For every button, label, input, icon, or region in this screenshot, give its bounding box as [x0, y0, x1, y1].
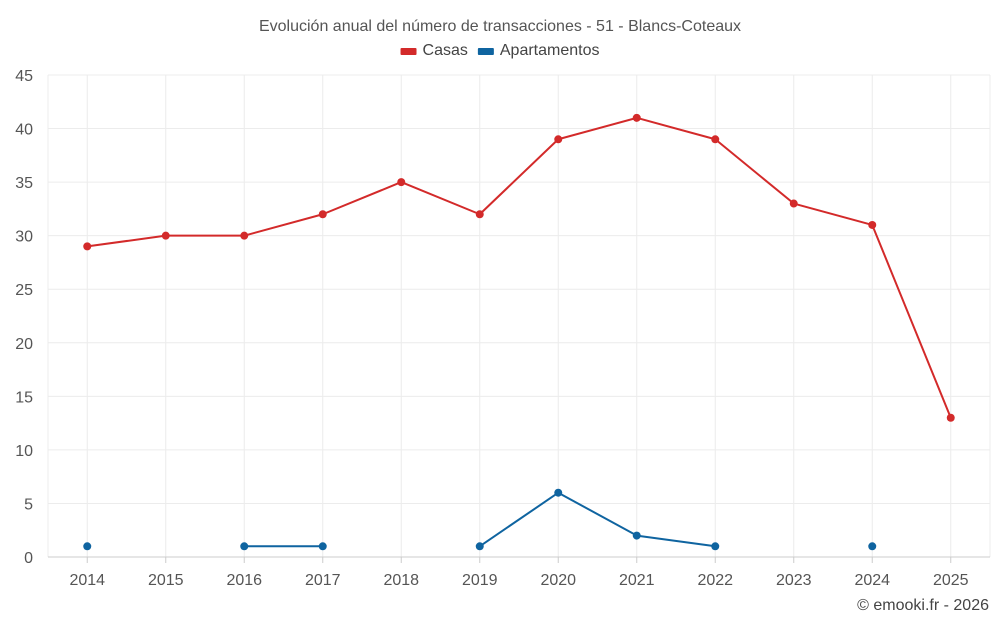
data-point[interactable]	[397, 178, 406, 187]
x-tick-label: 2014	[69, 572, 105, 589]
legend: Casas Apartamentos	[400, 42, 600, 59]
x-tick-label: 2016	[226, 572, 262, 589]
data-point[interactable]	[83, 242, 92, 251]
y-tick-label: 20	[15, 336, 33, 353]
data-point[interactable]	[318, 542, 327, 551]
series-line	[87, 116, 952, 419]
y-tick-label: 15	[15, 389, 33, 406]
series-casas	[83, 113, 955, 422]
data-point[interactable]	[946, 413, 955, 422]
x-tick-label: 2025	[933, 572, 969, 589]
y-tick-label: 30	[15, 229, 33, 246]
legend-label: Apartamentos	[500, 42, 600, 59]
gridlines	[47, 74, 991, 557]
data-point[interactable]	[240, 231, 249, 240]
data-point[interactable]	[711, 135, 720, 144]
series-line	[479, 491, 716, 548]
data-point[interactable]	[554, 488, 563, 497]
x-axis: 2014 2015 2016 2017 2018 2019 2020 2021 2022 2023…	[48, 556, 990, 589]
data-point[interactable]	[711, 542, 720, 551]
y-tick-label: 25	[15, 282, 33, 299]
data-point[interactable]	[632, 531, 641, 540]
data-point[interactable]	[475, 210, 484, 219]
y-tick-label: 40	[15, 122, 33, 139]
chart-title: Evolución anual del número de transaccio…	[259, 18, 741, 35]
x-tick-label: 2018	[383, 572, 419, 589]
series-layer	[83, 113, 955, 551]
data-point[interactable]	[632, 113, 641, 122]
x-tick-label: 2023	[776, 572, 812, 589]
y-tick-label: 0	[24, 550, 33, 567]
data-point[interactable]	[554, 135, 563, 144]
x-tick-label: 2024	[854, 572, 890, 589]
y-tick-label: 5	[24, 496, 33, 513]
legend-item-casas[interactable]: Casas	[400, 42, 468, 59]
legend-item-apartamentos[interactable]: Apartamentos	[477, 42, 600, 59]
x-tick-label: 2017	[305, 572, 341, 589]
x-tick-label: 2015	[148, 572, 184, 589]
y-axis: 0 5 10 15 20 25 30 35 40 45	[15, 68, 33, 567]
legend-label: Casas	[423, 42, 468, 59]
data-point[interactable]	[240, 542, 249, 551]
y-tick-label: 45	[15, 68, 33, 85]
legend-swatch	[400, 48, 417, 55]
data-point[interactable]	[868, 220, 877, 229]
y-tick-label: 35	[15, 175, 33, 192]
x-tick-label: 2021	[619, 572, 655, 589]
data-point[interactable]	[83, 542, 92, 551]
data-point[interactable]	[475, 542, 484, 551]
data-point[interactable]	[161, 231, 170, 240]
data-point[interactable]	[318, 210, 327, 219]
data-point[interactable]	[789, 199, 798, 208]
footer-credit: © emooki.fr - 2026	[857, 597, 989, 614]
x-tick-label: 2020	[540, 572, 576, 589]
x-tick-label: 2022	[697, 572, 733, 589]
data-point[interactable]	[868, 542, 877, 551]
legend-swatch	[477, 48, 494, 55]
y-tick-label: 10	[15, 443, 33, 460]
x-tick-label: 2019	[462, 572, 498, 589]
series-apartamentos	[83, 488, 877, 551]
